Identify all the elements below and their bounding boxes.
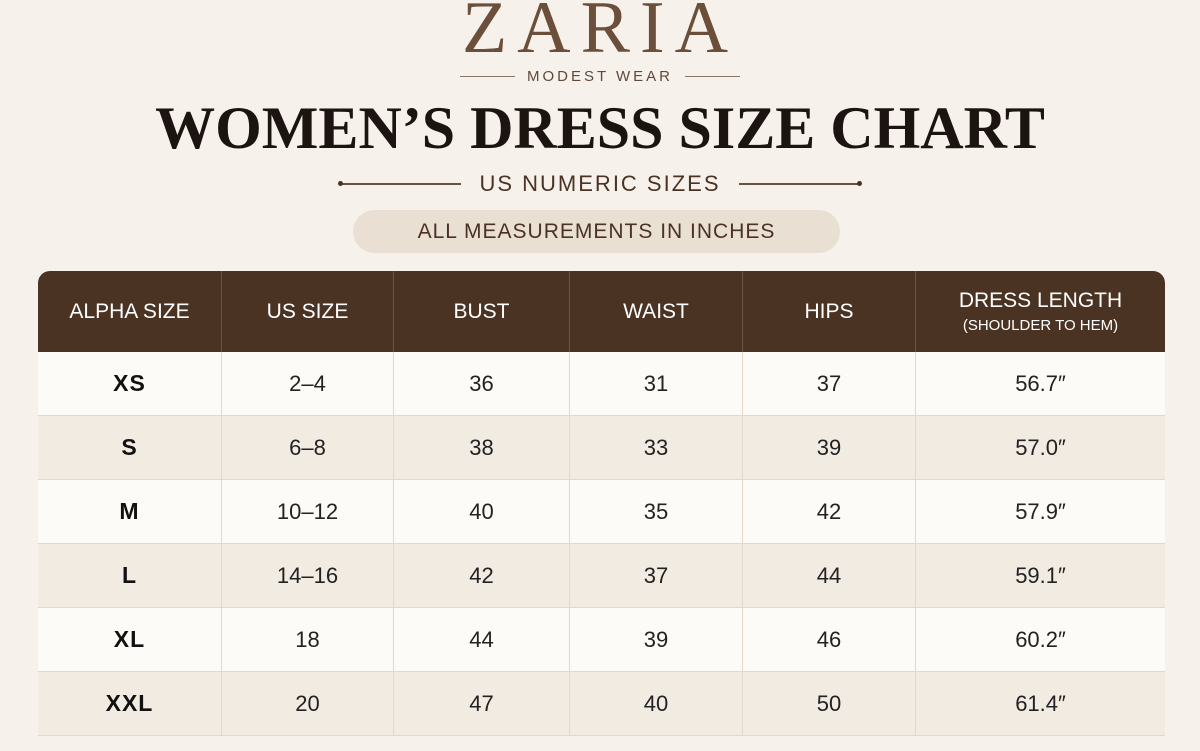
- header-cell: DRESS LENGTH (SHOULDER TO HEM): [916, 271, 1165, 352]
- table-cell: 6–8: [222, 416, 394, 480]
- table-cell: 38: [394, 416, 570, 480]
- table-cell: 37: [570, 544, 743, 608]
- header-cell: WAIST: [570, 271, 743, 352]
- table-cell: 39: [743, 416, 916, 480]
- page-title: WOMEN’S DRESS SIZE CHART: [155, 95, 1045, 161]
- table-row: L 14–16 42 37 44 59.1″: [38, 544, 1165, 608]
- brand-name: ZARIA: [461, 0, 739, 69]
- table-cell: 61.4″: [916, 672, 1165, 736]
- rule: [459, 76, 515, 77]
- subtitle-row: US NUMERIC SIZES: [0, 171, 1200, 197]
- table-row: XL 18 44 39 46 60.2″: [38, 608, 1165, 672]
- table-cell: 35: [570, 480, 743, 544]
- table-cell: 37: [743, 352, 916, 416]
- table-cell: 44: [394, 608, 570, 672]
- table-row: XXL 20 47 40 50 61.4″: [38, 672, 1165, 736]
- table-row: S 6–8 38 33 39 57.0″: [38, 416, 1165, 480]
- table-cell: 47: [394, 672, 570, 736]
- table-cell: S: [38, 416, 222, 480]
- table-cell: 39: [570, 608, 743, 672]
- table-cell: 50: [743, 672, 916, 736]
- header-label: WAIST: [623, 299, 689, 323]
- header-label: ALPHA SIZE: [69, 299, 190, 323]
- table-cell: 10–12: [222, 480, 394, 544]
- table-cell: 57.9″: [916, 480, 1165, 544]
- table-cell: 46: [743, 608, 916, 672]
- table-cell: M: [38, 480, 222, 544]
- table-cell: 20: [222, 672, 394, 736]
- tagline-row: MODEST WEAR: [0, 68, 1200, 85]
- header-label: US SIZE: [266, 299, 349, 323]
- table-row: M 10–12 40 35 42 57.9″: [38, 480, 1165, 544]
- size-table: ALPHA SIZE US SIZE BUST WAIST HIPS DRESS LENG…: [38, 271, 1165, 751]
- table-cell: 57.0″: [916, 416, 1165, 480]
- table-cell: L: [38, 544, 222, 608]
- table-row: XS 2–4 36 31 37 56.7″: [38, 352, 1165, 416]
- header-cell: ALPHA SIZE: [38, 271, 222, 352]
- table-cell: 2–4: [222, 352, 394, 416]
- table-cell: 44: [743, 544, 916, 608]
- measurement-note: ALL MEASUREMENTS IN INCHES: [353, 210, 840, 253]
- table-cell: 60.2″: [916, 608, 1165, 672]
- table-cell: 59.1″: [916, 544, 1165, 608]
- header-label: DRESS LENGTH: [958, 289, 1123, 312]
- rule: [685, 76, 741, 77]
- header-cell: US SIZE: [222, 271, 394, 352]
- header-cell: HIPS: [743, 271, 916, 352]
- table-cell: 42: [394, 544, 570, 608]
- table-cell: XS: [38, 352, 222, 416]
- table-cell: 40: [570, 672, 743, 736]
- header-cell: BUST: [394, 271, 570, 352]
- table-cell: 18: [222, 608, 394, 672]
- table-cell: 42: [743, 480, 916, 544]
- table-cell: 14–16: [222, 544, 394, 608]
- subtitle: US NUMERIC SIZES: [479, 171, 721, 196]
- divider: [738, 181, 862, 186]
- table-cell: 33: [570, 416, 743, 480]
- header-row: ALPHA SIZE US SIZE BUST WAIST HIPS DRESS LENG…: [38, 271, 1165, 352]
- table-cell: 36: [394, 352, 570, 416]
- divider: [338, 181, 462, 186]
- table-cell: XXL: [38, 672, 222, 736]
- table-cell: XL: [38, 608, 222, 672]
- header-label: HIPS: [804, 299, 854, 323]
- table-cell: 56.7″: [916, 352, 1165, 416]
- header-label: BUST: [453, 299, 510, 323]
- table-cell: 31: [570, 352, 743, 416]
- brand-tagline: MODEST WEAR: [526, 68, 674, 85]
- header-note: (SHOULDER TO HEM): [962, 317, 1119, 334]
- table-cell: 40: [394, 480, 570, 544]
